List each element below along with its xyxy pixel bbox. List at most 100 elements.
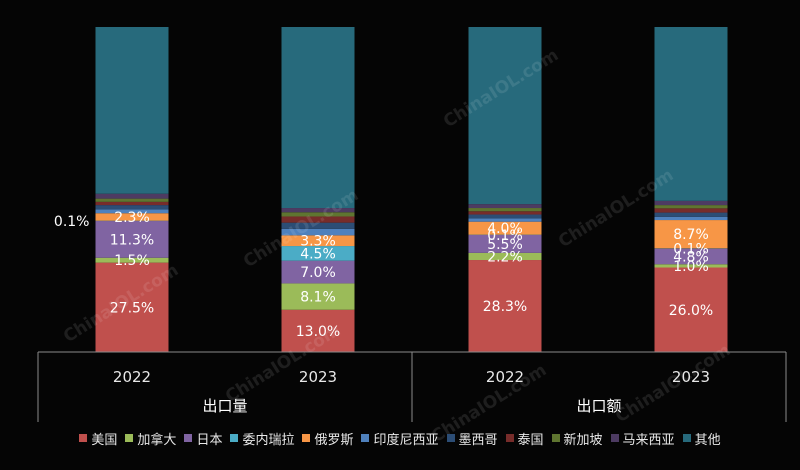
bar-segment-4-0 xyxy=(95,213,169,221)
bar-segment-8-1 xyxy=(281,212,355,217)
legend-swatch xyxy=(682,434,691,442)
bar-segment-7-0 xyxy=(95,201,169,206)
legend-label: 加拿大 xyxy=(137,432,177,448)
legend-item: 泰国 xyxy=(505,429,544,448)
bar-segment-8-3 xyxy=(654,205,728,209)
legend-label: 委内瑞拉 xyxy=(242,432,295,448)
data-label: 0.1% xyxy=(54,214,90,230)
legend-label: 日本 xyxy=(196,432,223,448)
data-label: 0.1% xyxy=(673,241,709,257)
bar-segment-4-3 xyxy=(654,220,728,249)
bar-segment-8-0 xyxy=(95,198,169,202)
bar-segment-9-3 xyxy=(654,200,728,206)
bar-segment-5-1 xyxy=(281,228,355,236)
bar-segment-2-0 xyxy=(95,221,169,258)
data-labels-layer: 27.5% 1.5% 11.3% 0.1% 2.3% 13.0% 8.1% 7.0% 4.5%3… xyxy=(54,210,713,340)
group-label: 出口量 xyxy=(202,397,247,415)
group-label: 出口额 xyxy=(576,397,621,415)
legend-item: 印度尼西亚 xyxy=(361,429,439,448)
legend-swatch xyxy=(446,434,455,442)
data-label: 4.8% xyxy=(673,249,709,265)
data-label: 26.0% xyxy=(669,303,713,319)
bar-segment-10-0 xyxy=(95,27,169,194)
category-tick-label: 2023 xyxy=(672,368,710,386)
data-label: 0.1% xyxy=(487,228,523,244)
legend-swatch xyxy=(125,434,134,442)
bar-segment-7-1 xyxy=(281,216,355,223)
legend-item: 美国 xyxy=(79,429,117,448)
bar-segment-10-1 xyxy=(281,27,355,209)
category-axis: 2022 2023 2022 2023 出口量 出口额 xyxy=(37,351,787,422)
data-label: 5.5% xyxy=(487,237,523,253)
bar-segment-4-1 xyxy=(281,235,355,247)
legend-label: 印度尼西亚 xyxy=(373,432,439,448)
data-label: 8.1% xyxy=(300,290,336,306)
data-label: 7.0% xyxy=(300,265,336,281)
legend-swatch xyxy=(551,434,560,442)
data-label: 8.7% xyxy=(673,227,709,243)
bar-segment-9-0 xyxy=(95,193,169,199)
bar-segment-0-0 xyxy=(95,262,169,352)
bar-segment-8-2 xyxy=(468,208,542,212)
bar-segment-1-1 xyxy=(281,283,355,310)
bar-segment-0-2 xyxy=(468,260,542,352)
legend-item: 墨西哥 xyxy=(446,429,498,448)
bar-segment-2-2 xyxy=(468,235,542,253)
bar-segment-2-3 xyxy=(654,248,728,265)
bar-segment-0-1 xyxy=(281,309,355,352)
chart-legend: 美国 加拿大 日本 委内瑞拉 俄罗斯 印度尼西亚 墨西哥 泰国 新加坡 马来西亚 其他 xyxy=(0,428,800,448)
bar-segment-2-1 xyxy=(281,260,355,284)
category-tick-label: 2022 xyxy=(113,368,151,386)
legend-item: 俄罗斯 xyxy=(302,429,353,448)
bar-segment-9-1 xyxy=(281,208,355,213)
bar-segment-1-3 xyxy=(654,264,728,268)
legend-label: 其他 xyxy=(694,432,721,448)
bar-segment-7-3 xyxy=(654,208,728,213)
bar-segment-5-3 xyxy=(654,216,728,221)
bar-segment-10-2 xyxy=(468,27,542,205)
legend-swatch xyxy=(302,434,311,442)
legend-swatch xyxy=(230,434,239,442)
legend-swatch xyxy=(610,434,619,442)
legend-label: 墨西哥 xyxy=(458,432,498,448)
data-label: 2.2% xyxy=(487,249,523,265)
bar-segment-6-0 xyxy=(95,205,169,210)
data-label: 11.3% xyxy=(110,232,154,248)
category-tick-label: 2023 xyxy=(299,368,337,386)
data-label: 1.5% xyxy=(114,253,150,269)
legend-swatch xyxy=(505,434,514,442)
bars-layer xyxy=(95,27,728,352)
bar-segment-10-3 xyxy=(654,27,728,201)
legend-label: 俄罗斯 xyxy=(314,432,354,448)
data-label: 2.3% xyxy=(114,210,150,226)
data-label: 4.5% xyxy=(300,246,336,262)
bar-segment-1-0 xyxy=(95,257,169,263)
bar-segment-7-2 xyxy=(468,211,542,215)
data-label: 27.5% xyxy=(110,300,154,316)
bar-segment-9-2 xyxy=(468,204,542,209)
legend-label: 马来西亚 xyxy=(622,432,675,448)
legend-item: 马来西亚 xyxy=(610,429,675,448)
legend-item: 加拿大 xyxy=(125,429,176,448)
legend-item: 委内瑞拉 xyxy=(230,429,294,448)
category-tick-label: 2022 xyxy=(486,368,524,386)
bar-segment-5-2 xyxy=(468,218,542,222)
bar-segment-6-3 xyxy=(654,212,728,217)
legend-swatch xyxy=(361,434,370,442)
bar-segment-3-1 xyxy=(281,246,355,261)
bar-segment-1-2 xyxy=(468,252,542,261)
bar-segment-6-2 xyxy=(468,214,542,219)
data-label: 1.0% xyxy=(673,259,709,275)
legend-item: 新加坡 xyxy=(551,429,603,448)
data-label: 13.0% xyxy=(296,324,340,340)
data-label: 28.3% xyxy=(483,299,527,315)
legend-swatch xyxy=(184,434,193,442)
bar-segment-4-2 xyxy=(468,221,542,235)
legend-label: 泰国 xyxy=(517,432,544,448)
data-label: 4.0% xyxy=(487,221,523,237)
bar-segment-5-0 xyxy=(95,209,169,214)
data-label: 3.3% xyxy=(300,234,336,250)
legend-label: 新加坡 xyxy=(563,432,603,448)
bar-segment-0-3 xyxy=(654,267,728,352)
